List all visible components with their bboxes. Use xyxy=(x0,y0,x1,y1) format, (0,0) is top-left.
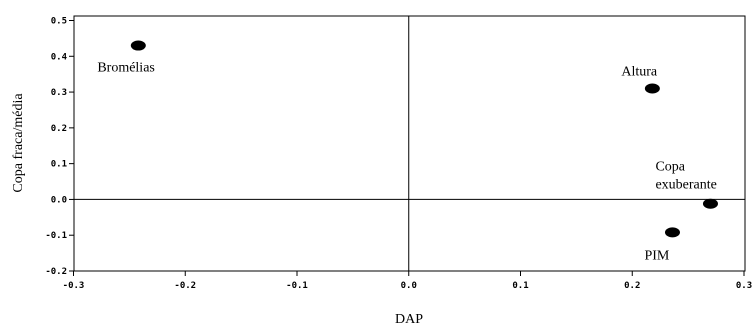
y-tick-label: 0.0 xyxy=(51,195,67,205)
plot-frame xyxy=(73,15,746,272)
data-point-label: PIM xyxy=(644,248,669,263)
y-tick-label: -0.1 xyxy=(45,231,67,241)
y-tick-label: 0.3 xyxy=(51,88,67,98)
y-tick-label: 0.1 xyxy=(51,160,67,170)
y-tick-label: -0.2 xyxy=(45,267,67,277)
y-tick-label: 0.4 xyxy=(51,52,68,62)
data-point-label: Copa exuberante xyxy=(655,160,716,193)
y-tick-label: 0.5 xyxy=(51,17,67,27)
x-axis-ticks: -0.3 -0.2 -0.1 0.0 0.1 0.2 0.3 xyxy=(63,271,752,291)
y-axis-title: Copa fraca/média xyxy=(11,93,26,193)
x-tick-label: -0.3 xyxy=(63,281,85,291)
data-point-marker xyxy=(664,227,680,238)
x-tick-label: 0.0 xyxy=(401,281,417,291)
x-axis-title: DAP xyxy=(395,312,423,324)
data-point-marker xyxy=(702,198,718,209)
x-tick-label: 0.2 xyxy=(624,281,640,291)
reference-lines xyxy=(74,16,745,271)
data-point-label: Bromélias xyxy=(97,61,155,76)
x-tick-label: -0.2 xyxy=(174,281,196,291)
data-point-marker xyxy=(130,40,146,51)
y-tick-label: 0.2 xyxy=(51,124,67,134)
x-tick-label: 0.1 xyxy=(512,281,528,291)
x-tick-label: 0.3 xyxy=(736,281,752,291)
data-point-marker xyxy=(644,83,660,94)
data-points: Bromélias Altura Copa exuberante PIM xyxy=(97,40,718,263)
x-tick-label: -0.1 xyxy=(286,281,308,291)
y-axis-ticks: -0.2 -0.1 0.0 0.1 0.2 0.3 0.4 0.5 xyxy=(45,17,74,277)
data-point-label: Altura xyxy=(621,64,658,79)
